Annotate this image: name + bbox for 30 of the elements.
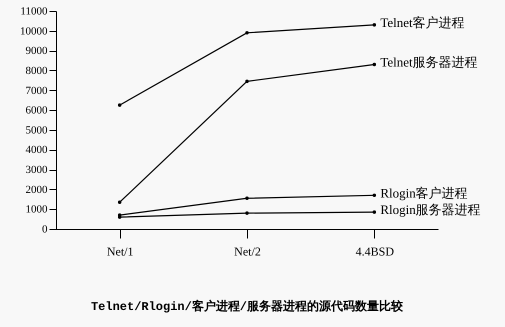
series-label: Telnet服务器进程 [380, 54, 478, 70]
y-tick-label: 1000 [26, 204, 48, 216]
x-tick-label: 4.4BSD [356, 244, 394, 258]
y-tick-label: 11000 [20, 6, 48, 18]
point [245, 80, 249, 84]
y-tick-label: 0 [42, 224, 48, 236]
y-tick-label: 2000 [26, 184, 48, 196]
point [118, 200, 122, 204]
point [245, 196, 249, 200]
series-label: Rlogin客户进程 [380, 185, 468, 200]
y-tick-label: 10000 [20, 25, 48, 38]
point [372, 62, 376, 66]
point [372, 210, 376, 214]
x-tick-label: Net/2 [234, 244, 261, 258]
series-label: Telnet客户进程 [380, 14, 465, 30]
y-tick-label: 8000 [26, 64, 48, 77]
y-tick-label: 9000 [26, 45, 48, 58]
y-tick-label: 7000 [26, 84, 48, 97]
y-tick-label: 3000 [26, 164, 48, 176]
point [118, 103, 122, 107]
point [372, 194, 376, 198]
y-tick-label: 4000 [26, 144, 48, 156]
y-tick-label: 6000 [26, 104, 48, 117]
point [372, 23, 376, 27]
text: Telnet/Rlogin/客户进程/服务器进程的源代码数量比较 [90, 299, 404, 314]
point [245, 31, 249, 35]
x-tick-label: Net/1 [106, 244, 134, 258]
y-tick-label: 5000 [26, 124, 48, 136]
point [245, 211, 249, 215]
series-label: Rlogin服务器进程 [380, 202, 481, 218]
